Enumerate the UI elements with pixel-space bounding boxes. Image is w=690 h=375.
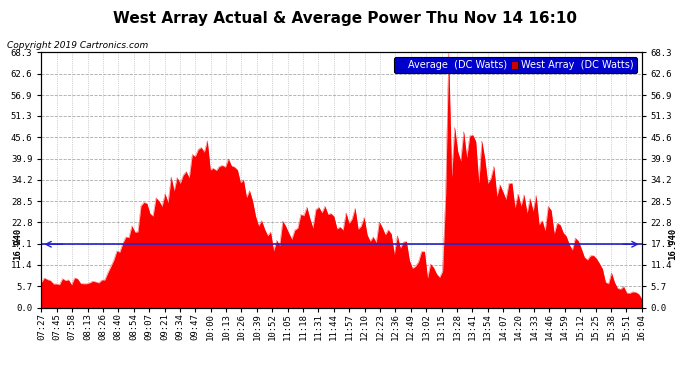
Text: Copyright 2019 Cartronics.com: Copyright 2019 Cartronics.com [7, 41, 148, 50]
Text: 16.940: 16.940 [12, 228, 22, 260]
Text: West Array Actual & Average Power Thu Nov 14 16:10: West Array Actual & Average Power Thu No… [113, 11, 577, 26]
Text: 16.940: 16.940 [668, 228, 678, 260]
Legend: Average  (DC Watts), West Array  (DC Watts): Average (DC Watts), West Array (DC Watts… [394, 57, 637, 73]
